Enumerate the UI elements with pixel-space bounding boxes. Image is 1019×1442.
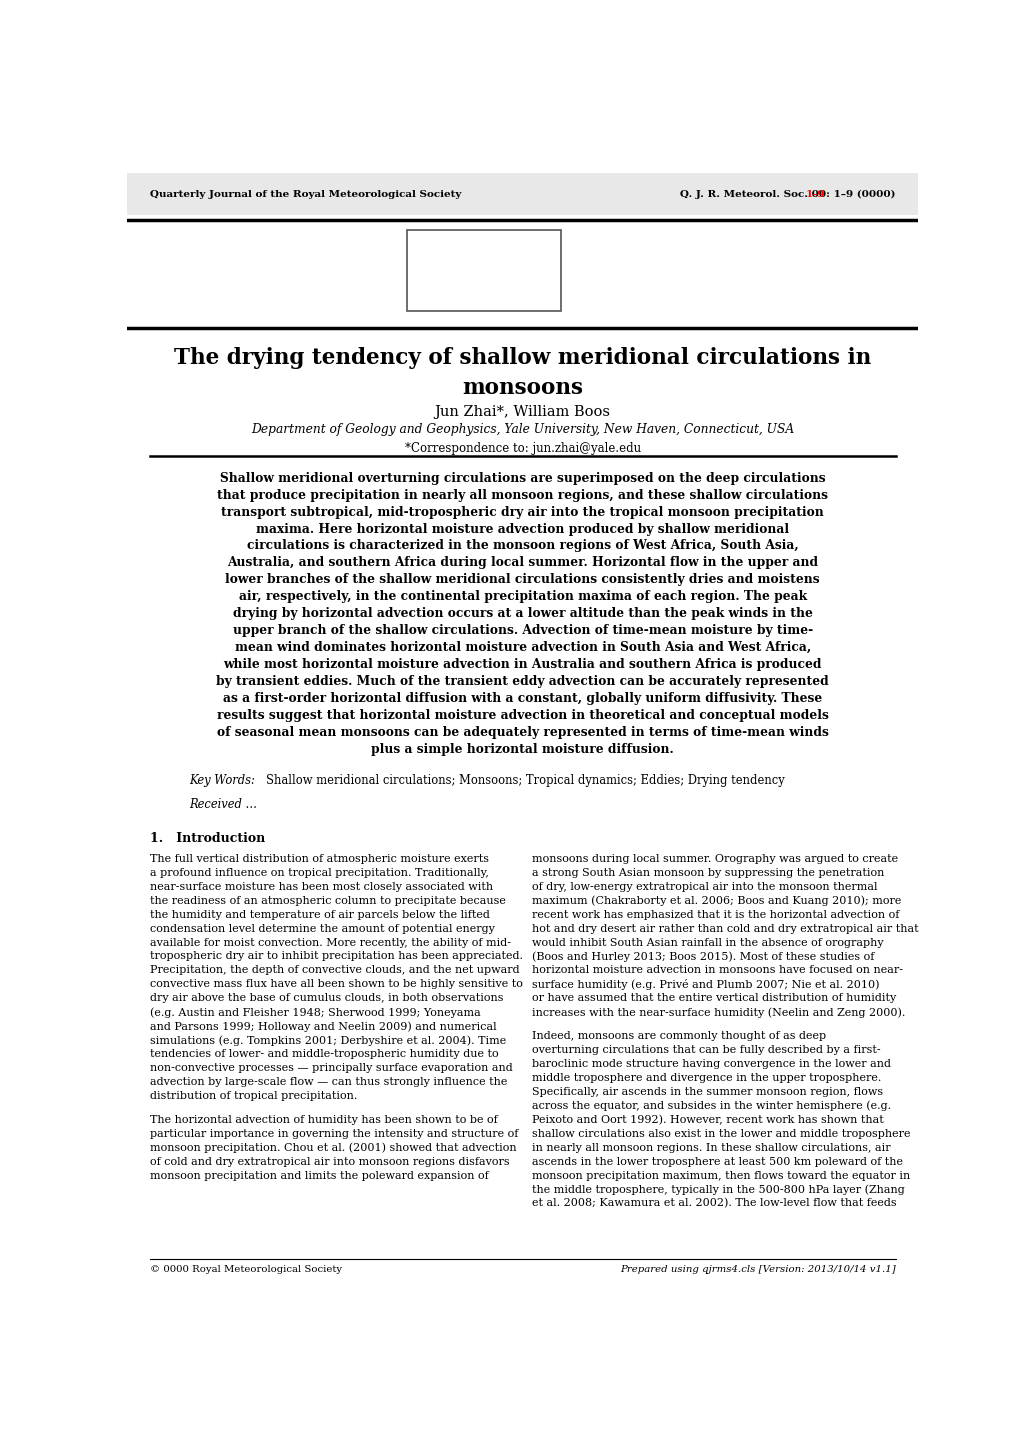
Text: Quarterly Journal of the Royal Meteorological Society: Quarterly Journal of the Royal Meteorolo…	[150, 190, 461, 199]
Text: monsoon precipitation and limits the poleward expansion of: monsoon precipitation and limits the pol…	[150, 1171, 488, 1181]
Text: The drying tendency of shallow meridional circulations in
monsoons: The drying tendency of shallow meridiona…	[174, 348, 870, 399]
Text: tropospheric dry air to inhibit precipitation has been appreciated.: tropospheric dry air to inhibit precipit…	[150, 952, 522, 962]
Text: (Boos and Hurley 2013; Boos 2015). Most of these studies of: (Boos and Hurley 2013; Boos 2015). Most …	[532, 952, 873, 962]
Text: the readiness of an atmospheric column to precipitate because: the readiness of an atmospheric column t…	[150, 895, 505, 906]
Text: available for moist convection. More recently, the ability of mid-: available for moist convection. More rec…	[150, 937, 511, 947]
Text: Peixoto and Oort 1992). However, recent work has shown that: Peixoto and Oort 1992). However, recent …	[532, 1115, 883, 1125]
Text: a strong South Asian monsoon by suppressing the penetration: a strong South Asian monsoon by suppress…	[532, 868, 883, 878]
Text: across the equator, and subsides in the winter hemisphere (e.g.: across the equator, and subsides in the …	[532, 1100, 891, 1112]
Text: results suggest that horizontal moisture advection in theoretical and conceptual: results suggest that horizontal moisture…	[217, 709, 827, 722]
Text: overturning circulations that can be fully described by a first-: overturning circulations that can be ful…	[532, 1045, 880, 1056]
Text: Precipitation, the depth of convective clouds, and the net upward: Precipitation, the depth of convective c…	[150, 966, 519, 975]
Text: plus a simple horizontal moisture diffusion.: plus a simple horizontal moisture diffus…	[371, 743, 674, 756]
Text: Shallow meridional overturning circulations are superimposed on the deep circula: Shallow meridional overturning circulati…	[220, 472, 824, 485]
Text: upper branch of the shallow circulations. Advection of time-mean moisture by tim: upper branch of the shallow circulations…	[232, 624, 812, 637]
Text: middle troposphere and divergence in the upper troposphere.: middle troposphere and divergence in the…	[532, 1073, 880, 1083]
Text: increases with the near-surface humidity (Neelin and Zeng 2000).: increases with the near-surface humidity…	[532, 1008, 905, 1018]
Text: the middle troposphere, typically in the 500-800 hPa layer (Zhang: the middle troposphere, typically in the…	[532, 1184, 904, 1195]
FancyBboxPatch shape	[127, 173, 917, 215]
Text: convective mass flux have all been shown to be highly sensitive to: convective mass flux have all been shown…	[150, 979, 522, 989]
Text: Specifically, air ascends in the summer monsoon region, flows: Specifically, air ascends in the summer …	[532, 1087, 882, 1097]
Text: 1–9: 1–9	[805, 190, 824, 199]
Text: Jun Zhai*, William Boos: Jun Zhai*, William Boos	[434, 405, 610, 420]
Text: The horizontal advection of humidity has been shown to be of: The horizontal advection of humidity has…	[150, 1115, 497, 1125]
Text: monsoon precipitation. Chou et al. (2001) showed that advection: monsoon precipitation. Chou et al. (2001…	[150, 1142, 516, 1154]
Text: Key Words:: Key Words:	[189, 774, 255, 787]
Text: particular importance in governing the intensity and structure of: particular importance in governing the i…	[150, 1129, 518, 1139]
Text: dry air above the base of cumulus clouds, in both observations: dry air above the base of cumulus clouds…	[150, 994, 502, 1004]
Text: shallow circulations also exist in the lower and middle troposphere: shallow circulations also exist in the l…	[532, 1129, 910, 1139]
Text: advection by large-scale flow — can thus strongly influence the: advection by large-scale flow — can thus…	[150, 1077, 506, 1087]
Text: drying by horizontal advection occurs at a lower altitude than the peak winds in: drying by horizontal advection occurs at…	[232, 607, 812, 620]
Text: and Parsons 1999; Holloway and Neelin 2009) and numerical: and Parsons 1999; Holloway and Neelin 20…	[150, 1021, 496, 1031]
Text: of cold and dry extratropical air into monsoon regions disfavors: of cold and dry extratropical air into m…	[150, 1156, 508, 1167]
Text: near-surface moisture has been most closely associated with: near-surface moisture has been most clos…	[150, 883, 492, 891]
Text: while most horizontal moisture advection in Australia and southern Africa is pro: while most horizontal moisture advection…	[223, 658, 821, 671]
Text: or have assumed that the entire vertical distribution of humidity: or have assumed that the entire vertical…	[532, 994, 896, 1004]
Text: Q. J. R. Meteorol. Soc. 00: 1–9 (0000): Q. J. R. Meteorol. Soc. 00: 1–9 (0000)	[680, 190, 895, 199]
Text: as a first-order horizontal diffusion with a constant, globally uniform diffusiv: as a first-order horizontal diffusion wi…	[223, 692, 821, 705]
Text: transport subtropical, mid-tropospheric dry air into the tropical monsoon precip: transport subtropical, mid-tropospheric …	[221, 506, 823, 519]
Text: of dry, low-energy extratropical air into the monsoon thermal: of dry, low-energy extratropical air int…	[532, 883, 877, 891]
Text: a profound influence on tropical precipitation. Traditionally,: a profound influence on tropical precipi…	[150, 868, 488, 878]
Text: Australia, and southern Africa during local summer. Horizontal flow in the upper: Australia, and southern Africa during lo…	[227, 557, 817, 570]
Text: 1.   Introduction: 1. Introduction	[150, 832, 265, 845]
Text: et al. 2008; Kawamura et al. 2002). The low-level flow that feeds: et al. 2008; Kawamura et al. 2002). The …	[532, 1198, 896, 1208]
Text: lower branches of the shallow meridional circulations consistently dries and moi: lower branches of the shallow meridional…	[225, 574, 819, 587]
Text: air, respectively, in the continental precipitation maxima of each region. The p: air, respectively, in the continental pr…	[238, 590, 806, 603]
Text: maxima. Here horizontal moisture advection produced by shallow meridional: maxima. Here horizontal moisture advecti…	[256, 522, 789, 535]
Text: recent work has emphasized that it is the horizontal advection of: recent work has emphasized that it is th…	[532, 910, 899, 920]
Text: surface humidity (e.g. Privé and Plumb 2007; Nie et al. 2010): surface humidity (e.g. Privé and Plumb 2…	[532, 979, 878, 991]
Bar	[407, 229, 560, 310]
Text: non-convective processes — principally surface evaporation and: non-convective processes — principally s…	[150, 1063, 512, 1073]
Text: simulations (e.g. Tompkins 2001; Derbyshire et al. 2004). Time: simulations (e.g. Tompkins 2001; Derbysh…	[150, 1035, 505, 1045]
Text: that produce precipitation in nearly all monsoon regions, and these shallow circ: that produce precipitation in nearly all…	[217, 489, 827, 502]
Text: distribution of tropical precipitation.: distribution of tropical precipitation.	[150, 1090, 357, 1100]
Text: The full vertical distribution of atmospheric moisture exerts: The full vertical distribution of atmosp…	[150, 854, 488, 864]
Text: circulations is characterized in the monsoon regions of West Africa, South Asia,: circulations is characterized in the mon…	[247, 539, 798, 552]
Text: by transient eddies. Much of the transient eddy advection can be accurately repr: by transient eddies. Much of the transie…	[216, 675, 828, 688]
Text: Prepared using qjrms4.cls [Version: 2013/10/14 v1.1]: Prepared using qjrms4.cls [Version: 2013…	[620, 1265, 895, 1273]
Text: of seasonal mean monsoons can be adequately represented in terms of time-mean wi: of seasonal mean monsoons can be adequat…	[217, 725, 827, 738]
Text: baroclinic mode structure having convergence in the lower and: baroclinic mode structure having converg…	[532, 1058, 891, 1069]
Text: would inhibit South Asian rainfall in the absence of orography: would inhibit South Asian rainfall in th…	[532, 937, 883, 947]
Text: in nearly all monsoon regions. In these shallow circulations, air: in nearly all monsoon regions. In these …	[532, 1142, 890, 1152]
Text: monsoon precipitation maximum, then flows toward the equator in: monsoon precipitation maximum, then flow…	[532, 1171, 910, 1181]
Text: maximum (Chakraborty et al. 2006; Boos and Kuang 2010); more: maximum (Chakraborty et al. 2006; Boos a…	[532, 895, 901, 907]
Text: Shallow meridional circulations; Monsoons; Tropical dynamics; Eddies; Drying ten: Shallow meridional circulations; Monsoon…	[266, 774, 784, 787]
Text: Received …: Received …	[189, 799, 257, 812]
Text: (e.g. Austin and Fleisher 1948; Sherwood 1999; Yoneyama: (e.g. Austin and Fleisher 1948; Sherwood…	[150, 1008, 480, 1018]
Text: mean wind dominates horizontal moisture advection in South Asia and West Africa,: mean wind dominates horizontal moisture …	[234, 642, 810, 655]
Text: the humidity and temperature of air parcels below the lifted: the humidity and temperature of air parc…	[150, 910, 489, 920]
Text: Indeed, monsoons are commonly thought of as deep: Indeed, monsoons are commonly thought of…	[532, 1031, 825, 1041]
Text: © 0000 Royal Meteorological Society: © 0000 Royal Meteorological Society	[150, 1265, 341, 1273]
Text: condensation level determine the amount of potential energy: condensation level determine the amount …	[150, 924, 494, 933]
Text: Department of Geology and Geophysics, Yale University, New Haven, Connecticut, U: Department of Geology and Geophysics, Ya…	[251, 423, 794, 435]
Text: horizontal moisture advection in monsoons have focused on near-: horizontal moisture advection in monsoon…	[532, 966, 903, 975]
Text: hot and dry desert air rather than cold and dry extratropical air that: hot and dry desert air rather than cold …	[532, 924, 918, 933]
Text: tendencies of lower- and middle-tropospheric humidity due to: tendencies of lower- and middle-troposph…	[150, 1048, 497, 1058]
Text: ascends in the lower troposphere at least 500 km poleward of the: ascends in the lower troposphere at leas…	[532, 1156, 903, 1167]
Text: *Correspondence to: jun.zhai@yale.edu: *Correspondence to: jun.zhai@yale.edu	[405, 441, 640, 454]
Text: monsoons during local summer. Orography was argued to create: monsoons during local summer. Orography …	[532, 854, 898, 864]
